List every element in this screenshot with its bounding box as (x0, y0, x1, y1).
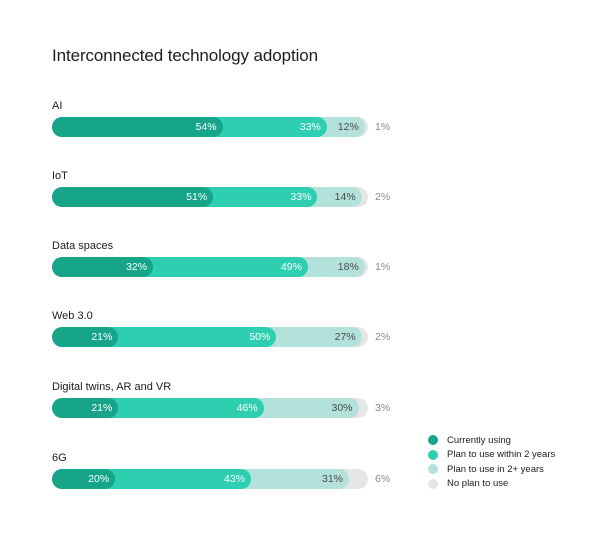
stacked-bar: 54% 33% 12% (52, 117, 368, 137)
chart-row: 6G 20% 43% 31% 6% (52, 452, 412, 502)
bar-segment: 21% (52, 398, 119, 418)
stacked-bar: 21% 50% 27% (52, 327, 368, 347)
data-label: 18% (337, 261, 359, 273)
data-label: 33% (290, 191, 312, 203)
data-label: 54% (195, 121, 217, 133)
bar-segment: 12% (316, 117, 365, 137)
bar-segment: 50% (108, 327, 277, 347)
bar-segment: 51% (52, 187, 214, 207)
category-label: Digital twins, AR and VR (52, 381, 172, 393)
data-label: 21% (91, 331, 113, 343)
bar-segment: 30% (253, 398, 359, 418)
chart-row: AI 54% 33% 12% 1% (52, 100, 412, 150)
chart-title: Interconnected technology adoption (52, 46, 318, 65)
legend-swatch (428, 449, 438, 460)
data-label: 50% (249, 331, 271, 343)
legend-item: Currently using (428, 433, 555, 448)
chart-row: Web 3.0 21% 50% 27% 2% (52, 310, 412, 360)
category-label: 6G (52, 452, 67, 464)
bar-segment: 33% (203, 187, 318, 207)
legend-swatch (428, 478, 438, 489)
category-label: Data spaces (52, 240, 114, 252)
data-label: 43% (224, 473, 246, 485)
category-label: IoT (52, 170, 68, 182)
no-plan-value: 1% (375, 261, 391, 273)
data-label: 32% (126, 261, 148, 273)
bar-segment: 21% (52, 327, 119, 347)
bar-segment: 33% (212, 117, 327, 137)
legend-item: Plan to use in 2+ years (428, 462, 555, 477)
bar-segment: 54% (52, 117, 223, 137)
bar-segment: 18% (297, 257, 365, 277)
legend-item: Plan to use within 2 years (428, 448, 555, 463)
stacked-bar: 20% 43% 31% (52, 469, 368, 489)
chart-row: Data spaces 32% 49% 18% 1% (52, 240, 412, 290)
bar-segment: 43% (105, 469, 252, 489)
data-label: 20% (88, 473, 110, 485)
data-label: 14% (334, 191, 356, 203)
data-label: 30% (331, 402, 353, 414)
data-label: 49% (280, 261, 302, 273)
bar-segment: 46% (108, 398, 264, 418)
legend-label: Currently using (447, 434, 511, 446)
legend-swatch (428, 435, 438, 446)
data-label: 33% (299, 121, 321, 133)
no-plan-value: 2% (375, 191, 391, 203)
no-plan-value: 6% (375, 473, 391, 485)
data-label: 27% (334, 331, 356, 343)
legend-item: No plan to use (428, 477, 555, 492)
legend-swatch (428, 464, 438, 475)
stacked-bar: 51% 33% 14% (52, 187, 368, 207)
data-label: 31% (322, 473, 344, 485)
bar-segment: 14% (307, 187, 362, 207)
category-label: AI (52, 100, 63, 112)
legend-label: Plan to use within 2 years (447, 449, 556, 461)
legend-label: No plan to use (447, 478, 509, 490)
legend-label: Plan to use in 2+ years (447, 463, 544, 475)
no-plan-value: 1% (375, 121, 391, 133)
data-label: 12% (337, 121, 359, 133)
chart-legend: Currently using Plan to use within 2 year… (428, 433, 555, 491)
category-label: Web 3.0 (52, 310, 93, 322)
chart-row: Digital twins, AR and VR 21% 46% 30% 3% (52, 381, 412, 431)
chart-row: IoT 51% 33% 14% 2% (52, 170, 412, 220)
no-plan-value: 3% (375, 402, 391, 414)
bar-segment: 49% (143, 257, 308, 277)
data-label: 21% (91, 402, 113, 414)
bar-segment: 20% (52, 469, 116, 489)
data-label: 51% (186, 191, 208, 203)
data-label: 46% (236, 402, 258, 414)
stacked-bar: 21% 46% 30% (52, 398, 368, 418)
no-plan-value: 2% (375, 331, 391, 343)
bar-segment: 27% (266, 327, 362, 347)
stacked-bar: 32% 49% 18% (52, 257, 368, 277)
bar-segment: 32% (52, 257, 154, 277)
bar-segment: 31% (241, 469, 350, 489)
